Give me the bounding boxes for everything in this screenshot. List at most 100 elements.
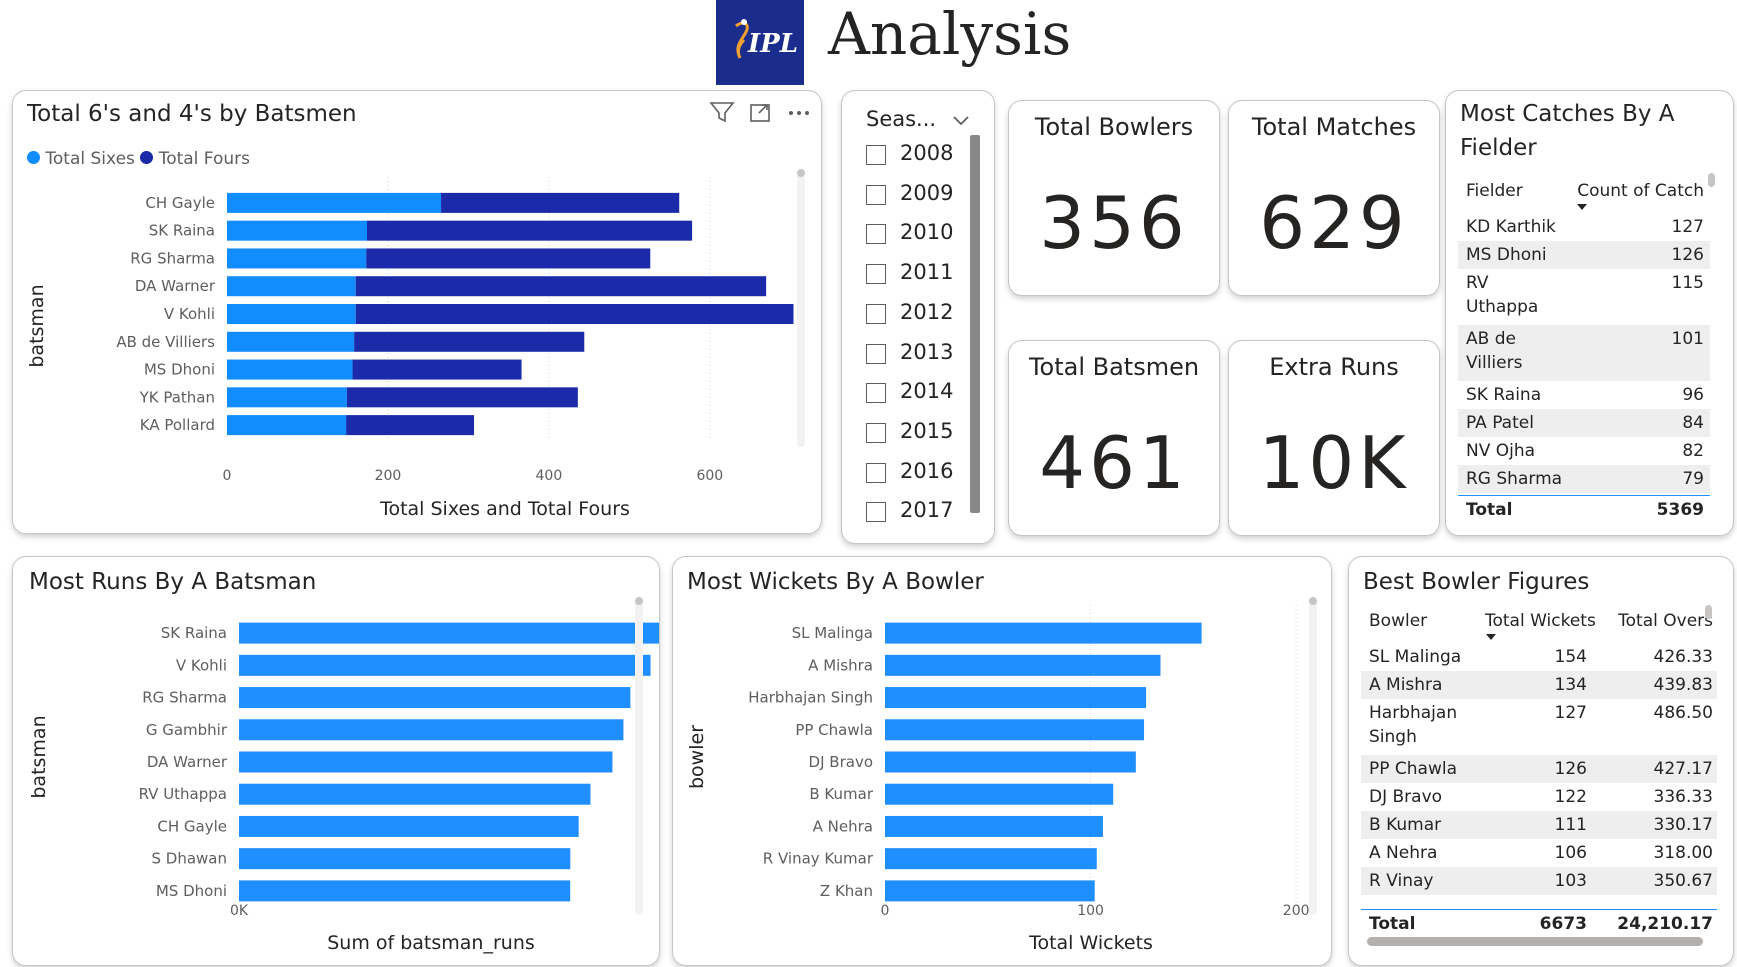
fielder-name: NV Ojha: [1466, 441, 1536, 461]
catches-card[interactable]: Most Catches By A Fielder Fielder Count …: [1445, 90, 1734, 536]
bar[interactable]: [239, 815, 579, 837]
table-row[interactable]: PA Patel 84: [1458, 409, 1710, 437]
bar[interactable]: [885, 719, 1145, 741]
bar[interactable]: [885, 751, 1136, 773]
total-overs: 24,210.17: [1617, 914, 1713, 934]
checkbox[interactable]: [866, 422, 886, 443]
bar[interactable]: [885, 654, 1161, 676]
col-count-of-catch[interactable]: Count of Catch: [1577, 181, 1704, 201]
table-row[interactable]: SK Raina 96: [1458, 381, 1710, 409]
horizontal-scrollbar[interactable]: [1367, 937, 1703, 946]
slicer-scrollbar[interactable]: [970, 135, 980, 513]
kpi-matches-label: Total Matches: [1251, 113, 1417, 141]
bar-fours[interactable]: [354, 331, 585, 352]
table-row[interactable]: PP Chawla 126 427.17: [1361, 755, 1717, 783]
chart-scrollbar[interactable]: [635, 597, 643, 915]
bar-sixes[interactable]: [227, 248, 367, 269]
table-row[interactable]: SL Malinga 154 426.33: [1361, 643, 1717, 671]
bar-sixes[interactable]: [227, 387, 347, 408]
bar-sixes[interactable]: [227, 359, 353, 380]
wickets-chart[interactable]: 0 100 200 Total Wickets bowler SL Malinga A Mi…: [673, 557, 1332, 966]
bar[interactable]: [239, 687, 631, 709]
table-row[interactable]: A Mishra 134 439.83: [1361, 671, 1717, 699]
col-bowler[interactable]: Bowler: [1369, 611, 1428, 631]
chevron-down-icon[interactable]: [952, 115, 970, 127]
checkbox[interactable]: [866, 343, 886, 364]
checkbox[interactable]: [866, 303, 886, 324]
bar[interactable]: [239, 622, 660, 644]
checkbox[interactable]: [866, 502, 886, 523]
season-slicer-card[interactable]: Seas... 2008 2009 2010 2011 2012 2013 2014 2015…: [841, 90, 995, 544]
season-slicer-header[interactable]: Seas...: [866, 107, 986, 131]
col-total-overs[interactable]: Total Overs: [1618, 611, 1713, 631]
bar[interactable]: [885, 622, 1202, 644]
bar-fours[interactable]: [441, 192, 680, 213]
bar[interactable]: [239, 719, 624, 741]
best-bowler-card[interactable]: Best Bowler Figures Bowler Total Wickets…: [1348, 556, 1734, 966]
bar-fours[interactable]: [352, 359, 522, 380]
table-row[interactable]: AB de Villiers 101: [1458, 325, 1710, 381]
bar[interactable]: [239, 848, 571, 870]
bar[interactable]: [885, 880, 1095, 902]
bar[interactable]: [885, 783, 1114, 805]
more-options-icon[interactable]: [789, 111, 809, 115]
bar-sixes[interactable]: [227, 276, 356, 297]
table-row[interactable]: RV Uthappa 115: [1458, 269, 1710, 325]
bar[interactable]: [239, 654, 651, 676]
kpi-total-matches: Total Matches 629: [1228, 100, 1440, 296]
table-row[interactable]: B Kumar 111 330.17: [1361, 811, 1717, 839]
kpi-total-bowlers: Total Bowlers 356: [1008, 100, 1220, 296]
wickets-card[interactable]: Most Wickets By A Bowler 0 100 200 Total Wi…: [672, 556, 1332, 966]
checkbox[interactable]: [866, 462, 886, 483]
bar[interactable]: [885, 815, 1103, 837]
runs-card[interactable]: Most Runs By A Batsman 0K5KSum of batsma…: [12, 556, 660, 966]
table-row[interactable]: DJ Bravo 122 336.33: [1361, 783, 1717, 811]
table-row[interactable]: MS Dhoni 126: [1458, 241, 1710, 269]
bar-sixes[interactable]: [227, 331, 355, 352]
vertical-scrollbar[interactable]: [1708, 173, 1715, 187]
sixes-fours-chart[interactable]: 0 200 400 600 Total Sixes and Total Fours bat…: [13, 91, 822, 534]
bowler-wickets: 126: [1554, 759, 1587, 779]
bar-fours[interactable]: [346, 415, 475, 436]
bar-sixes[interactable]: [227, 192, 442, 213]
bar-fours[interactable]: [355, 276, 767, 297]
table-row[interactable]: NV Ojha 82: [1458, 437, 1710, 465]
table-row[interactable]: Harbhajan Singh 127 486.50: [1361, 699, 1717, 755]
table-row[interactable]: RG Sharma 79: [1458, 465, 1710, 493]
checkbox[interactable]: [866, 184, 886, 205]
bar-fours[interactable]: [366, 248, 651, 269]
bar-sixes[interactable]: [227, 415, 347, 436]
chart-scrollbar[interactable]: [797, 169, 805, 447]
chart-scrollbar-thumb[interactable]: [1309, 597, 1317, 605]
bar-fours[interactable]: [367, 220, 693, 241]
table-row[interactable]: KD Karthik 127: [1458, 213, 1710, 241]
bar[interactable]: [885, 848, 1097, 870]
bar[interactable]: [239, 783, 591, 805]
table-row[interactable]: A Nehra 106 318.00: [1361, 839, 1717, 867]
vertical-scrollbar[interactable]: [1705, 605, 1712, 619]
chart-scrollbar-thumb[interactable]: [797, 169, 805, 177]
bar[interactable]: [239, 751, 613, 773]
catch-count: 101: [1671, 329, 1704, 349]
chart-scrollbar[interactable]: [1309, 597, 1317, 915]
checkbox[interactable]: [866, 224, 886, 245]
filter-icon[interactable]: [709, 102, 735, 123]
bar[interactable]: [239, 880, 571, 902]
focus-mode-icon[interactable]: [750, 104, 770, 122]
checkbox[interactable]: [866, 383, 886, 404]
col-total-wickets[interactable]: Total Wickets: [1485, 611, 1596, 631]
checkbox[interactable]: [866, 145, 886, 165]
kpi-matches-value: 629: [1259, 181, 1409, 265]
table-row[interactable]: R Vinay 103 350.67: [1361, 867, 1717, 895]
checkbox[interactable]: [866, 264, 886, 285]
bar-sixes[interactable]: [227, 220, 368, 241]
sixes-fours-card[interactable]: Total 6's and 4's by Batsmen Total Sixes…: [12, 90, 822, 534]
season-option-label: 2016: [900, 458, 954, 483]
col-fielder[interactable]: Fielder: [1466, 181, 1523, 201]
bar-fours[interactable]: [346, 387, 578, 408]
bar-fours[interactable]: [355, 304, 794, 324]
chart-scrollbar-thumb[interactable]: [635, 597, 643, 605]
bar-sixes[interactable]: [227, 304, 356, 324]
bar[interactable]: [885, 687, 1147, 709]
